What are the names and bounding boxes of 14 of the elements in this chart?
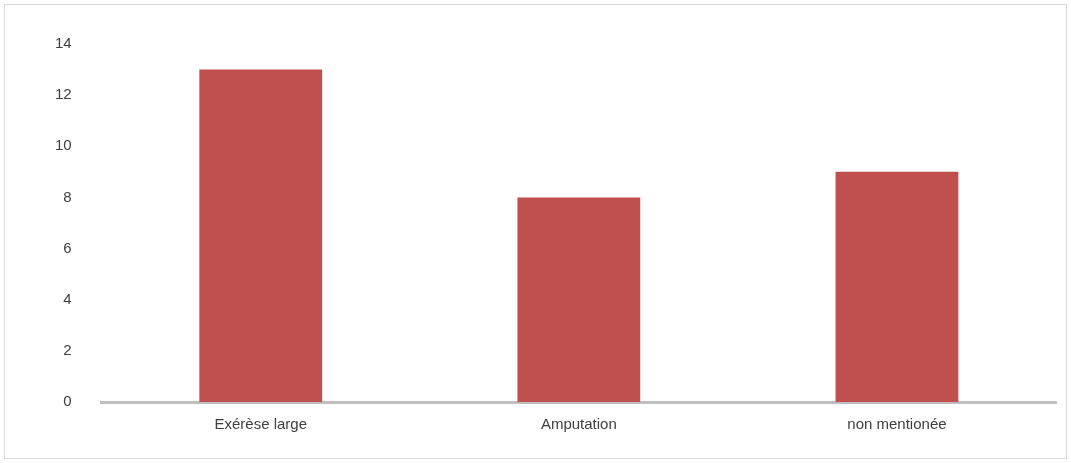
- y-tick-label: 12: [55, 85, 72, 103]
- x-tick-label: Exérèse large: [214, 415, 308, 433]
- y-tick-label: 14: [55, 34, 72, 52]
- bar: [517, 197, 641, 402]
- x-tick-label: non mentionée: [847, 415, 947, 433]
- y-tick-label: 2: [63, 341, 72, 358]
- x-tick-label: Amputation: [540, 415, 617, 433]
- y-tick-label: 0: [63, 392, 72, 410]
- bar: [199, 69, 323, 402]
- y-tick-label: 4: [63, 289, 72, 307]
- y-tick-label: 8: [63, 187, 72, 205]
- bar: [835, 171, 959, 402]
- y-tick-label: 6: [63, 238, 72, 256]
- y-tick-label: 10: [55, 136, 72, 154]
